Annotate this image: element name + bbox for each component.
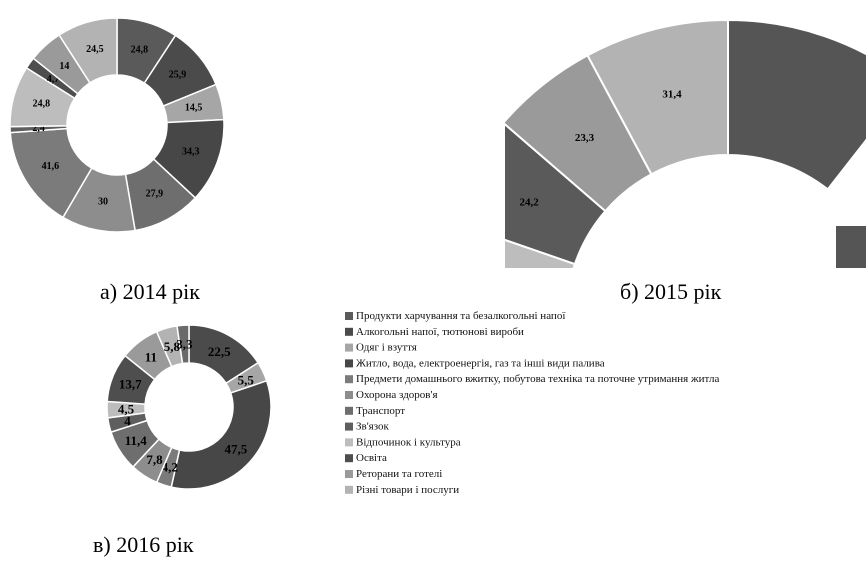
legend-swatch [345, 359, 353, 368]
donut-2016-data-label: 11,4 [125, 433, 148, 448]
donut-2016-data-label: 5,8 [164, 339, 181, 354]
legend-swatch [345, 391, 353, 399]
legend-entry: Продукти харчування та безалкогольні нап… [356, 310, 566, 322]
legend-swatch [345, 375, 353, 384]
donut-2015-slice [727, 18, 866, 191]
legend-entry: Відпочинок і культура [356, 436, 461, 448]
caption-2014: а) 2014 рік [100, 279, 200, 304]
donut-2015-slice [836, 226, 866, 268]
donut-2016-data-label: 22,5 [208, 344, 231, 359]
legend-entry: Освіта [356, 452, 387, 464]
legend-entry: Різні товари і послуги [356, 484, 459, 496]
legend-entry: Одяг і взуття [356, 342, 417, 354]
legend-swatch [345, 312, 353, 320]
caption-2016: в) 2016 рік [93, 532, 194, 557]
donut-2016-slice [170, 379, 272, 490]
donut-2014-data-label: 25,9 [169, 70, 187, 81]
donut-2015-data-label: 23,3 [575, 132, 595, 144]
donut-2016-data-label: 5,5 [238, 372, 255, 387]
donut-2014-data-label: 14,5 [185, 102, 203, 113]
donut-2014-data-label: 34,3 [182, 146, 200, 157]
donut-2014-data-label: 14 [59, 61, 69, 72]
legend-entry: Охорона здоров'я [356, 389, 438, 401]
donut-2014-data-label: 4,7 [47, 74, 60, 85]
legend-swatch [345, 454, 353, 463]
donut-2014-data-label: 27,9 [146, 189, 164, 200]
legend-entry: Житло, вода, електроенергія, газ та інші… [356, 357, 605, 369]
legend-swatch [345, 438, 353, 447]
legend-swatch [345, 422, 353, 431]
donut-2014-slice [58, 17, 118, 84]
donut-2016-slice [176, 324, 190, 365]
donut-chart-2015: 37,924,223,331,4 [505, 18, 866, 268]
donut-2014-data-label: 41,6 [42, 161, 60, 172]
donut-2014-data-label: 30 [98, 197, 108, 208]
legend-entry: Реторани та готелі [356, 468, 442, 480]
donut-2016-data-label: 7,8 [146, 452, 163, 467]
donut-2015-data-label: 24,2 [520, 196, 540, 208]
donut-chart-2014: 24,8 25,9 14,5 34,3 27,9 30 41,6 2,4 24,8 4,7 14 24… [9, 17, 225, 233]
donut-2016-data-label: 47,5 [224, 442, 247, 457]
caption-2015: б) 2015 рік [620, 279, 722, 304]
donut-2014-data-label: 24,8 [131, 44, 149, 55]
legend-entry: Транспорт [356, 405, 405, 417]
legend-entry: Предмети домашнього вжитку, побутова тех… [356, 373, 719, 385]
legend-swatch [345, 406, 353, 415]
donut-2015-slice [505, 123, 607, 266]
legend-swatch [345, 485, 353, 494]
donut-2014-data-label: 24,5 [86, 44, 104, 55]
donut-2016-data-label: 4 [124, 413, 131, 428]
donut-2016-data-label: 4,5 [118, 402, 135, 417]
legend: Продукти харчування та безалкогольні нап… [345, 310, 719, 496]
donut-2016-data-label: 3,3 [176, 337, 193, 352]
donut-2014-data-label: 24,8 [33, 98, 51, 109]
legend-swatch [345, 327, 353, 336]
legend-swatch [345, 343, 353, 352]
donut-2014-data-label: 2,4 [32, 123, 45, 134]
donut-2015-data-label: 31,4 [662, 88, 682, 100]
donut-2016-data-label: 13,7 [119, 377, 142, 392]
legend-swatch [345, 470, 353, 478]
legend-entry: Зв'язок [356, 421, 390, 433]
legend-entry: Алкогольні напої, тютюнові вироби [356, 326, 524, 338]
donut-2016-data-label: 11 [145, 349, 157, 364]
